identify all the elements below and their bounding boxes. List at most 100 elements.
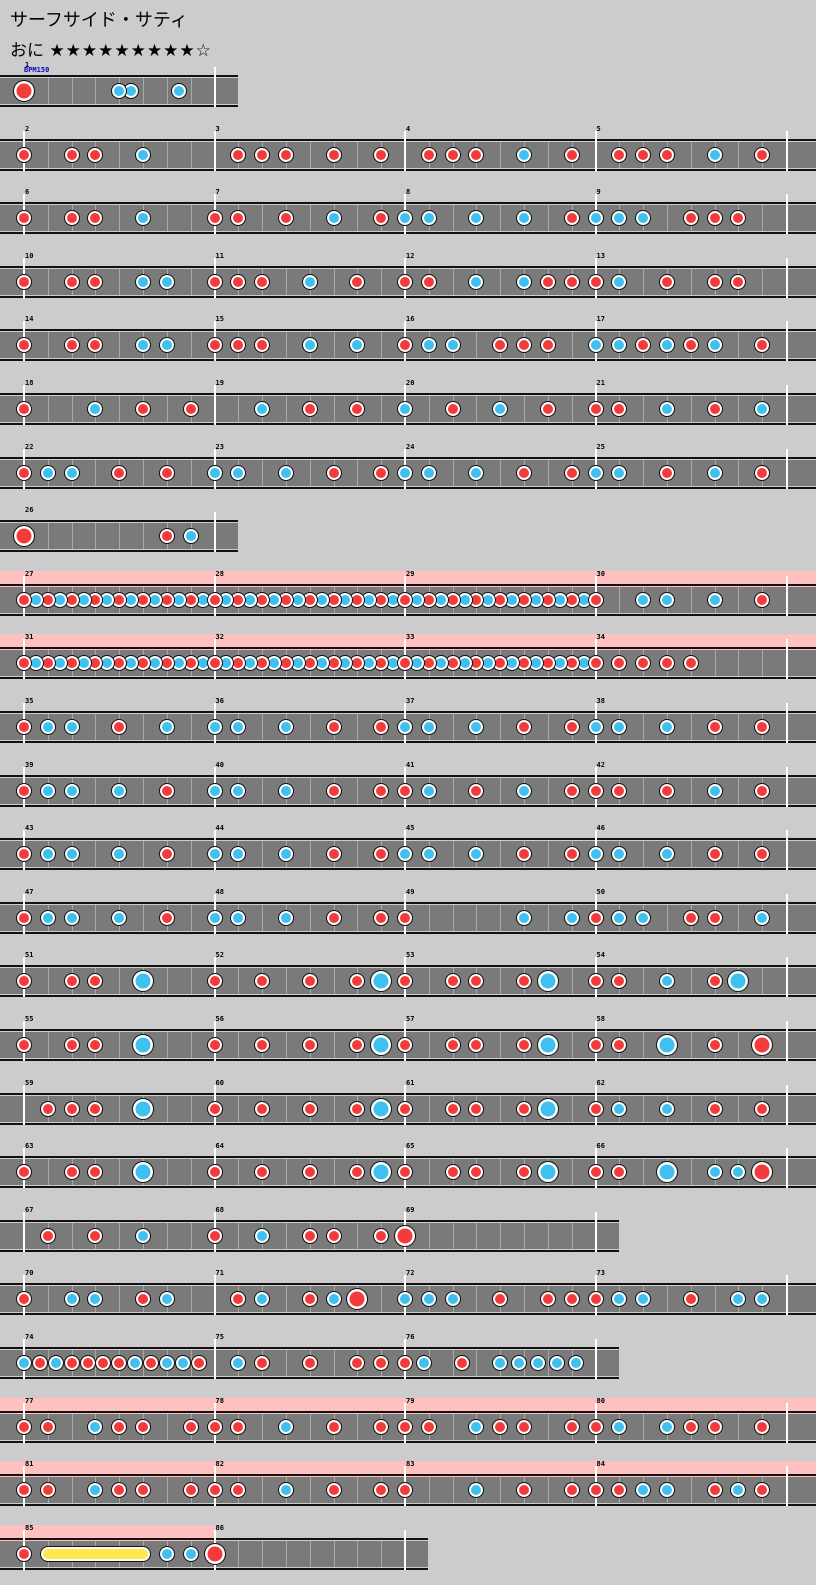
- beat-line: [500, 459, 502, 486]
- beat-line: [166, 1222, 168, 1249]
- measure-number: 21: [596, 379, 605, 387]
- beat-line: [738, 1095, 740, 1122]
- ka-note: [468, 273, 485, 290]
- don-note: [63, 1355, 80, 1371]
- don-note: [87, 973, 104, 990]
- beat-line: [357, 205, 359, 232]
- beat-line: [309, 205, 311, 232]
- measure-number: 44: [215, 824, 224, 833]
- don-note: [611, 1037, 628, 1053]
- don-note: [349, 1100, 366, 1117]
- beat-line: [357, 141, 359, 168]
- beat-line: [643, 1095, 645, 1122]
- beat-line: [262, 1540, 264, 1567]
- beat-line: [333, 332, 335, 359]
- don-note: [587, 1482, 604, 1499]
- beat-line: [190, 904, 192, 931]
- don-note: [754, 464, 771, 481]
- measure-number: 50: [596, 887, 605, 896]
- measure-bar-line: [786, 1402, 788, 1443]
- ka-note: [397, 1291, 413, 1308]
- don-note: [516, 1037, 533, 1053]
- beat-line: [428, 1032, 430, 1058]
- don-note: [539, 401, 556, 417]
- measure-number: 83: [406, 1460, 415, 1469]
- measure-number: 24: [406, 442, 415, 451]
- beat-line: [524, 1286, 526, 1313]
- don-note: [39, 1227, 56, 1244]
- ka-note: [230, 464, 247, 481]
- don-note: [254, 1037, 271, 1053]
- chart-row: 43 44 45 46: [0, 825, 816, 885]
- don-note: [206, 1100, 223, 1117]
- measure-number: 34: [596, 633, 605, 642]
- beat-line: [357, 714, 359, 740]
- beat-line: [166, 1032, 168, 1058]
- beat-line: [47, 523, 49, 550]
- beat-line: [143, 523, 145, 550]
- don-note: [587, 1418, 604, 1435]
- chart-row: 51 52 53 54: [0, 952, 816, 1012]
- big-don-note: [203, 1542, 226, 1565]
- ka-note: [127, 1355, 144, 1371]
- beat-line: [547, 841, 549, 868]
- beat-line: [333, 268, 335, 295]
- ka-note: [611, 210, 628, 227]
- ka-note: [611, 464, 628, 481]
- don-note: [135, 401, 152, 417]
- measure-number: 85: [25, 1523, 34, 1532]
- don-note: [587, 401, 604, 417]
- ka-note: [206, 846, 223, 863]
- beat-line: [571, 1032, 573, 1058]
- beat-line: [190, 1222, 192, 1249]
- measure-number: 37: [406, 697, 415, 705]
- measure-number: 22: [25, 442, 34, 451]
- ka-note: [511, 1355, 528, 1371]
- ka-note: [158, 1291, 175, 1308]
- ka-note: [587, 210, 604, 227]
- ka-note: [277, 846, 294, 863]
- ka-note: [397, 719, 413, 735]
- measure-number: 78: [215, 1396, 224, 1405]
- don-note: [190, 1355, 207, 1371]
- ka-note: [516, 909, 533, 926]
- ka-note: [254, 401, 271, 417]
- beat-line: [190, 78, 192, 104]
- don-note: [516, 846, 533, 863]
- measure-bar-line: [786, 448, 788, 489]
- don-note: [301, 1100, 318, 1117]
- beat-line: [190, 841, 192, 868]
- measure-number: 18: [25, 379, 34, 387]
- beat-line: [143, 904, 145, 931]
- don-note: [516, 719, 533, 735]
- measure-number: 14: [25, 315, 34, 324]
- beat-line: [500, 968, 502, 995]
- ka-note: [468, 1418, 485, 1435]
- note-lane: [0, 141, 816, 168]
- measure-number: 72: [406, 1269, 415, 1278]
- ka-note: [516, 273, 533, 290]
- beat-line: [452, 904, 454, 931]
- beat-line: [428, 1222, 430, 1249]
- ka-note: [230, 1355, 247, 1371]
- beat-line: [452, 1350, 454, 1376]
- don-note: [16, 146, 32, 163]
- don-note: [158, 464, 175, 481]
- chart-row: 55 56 57 58: [0, 1016, 816, 1076]
- ka-note: [635, 1482, 652, 1499]
- measure-number: 38: [596, 697, 605, 705]
- measure-number: 54: [596, 951, 605, 960]
- difficulty-stars: ★★★★★★★★★☆: [49, 41, 212, 61]
- don-note: [87, 273, 104, 290]
- beat-line: [476, 904, 478, 931]
- beat-line: [166, 205, 168, 232]
- beat-line: [547, 1477, 549, 1504]
- don-note: [397, 1037, 413, 1053]
- measure-number: 31: [25, 633, 34, 642]
- lane-border-top: [0, 520, 238, 523]
- beat-line: [666, 205, 668, 232]
- beat-line: [500, 841, 502, 868]
- ka-note: [174, 1355, 191, 1371]
- don-note: [230, 210, 247, 227]
- big-ka-note: [132, 970, 155, 993]
